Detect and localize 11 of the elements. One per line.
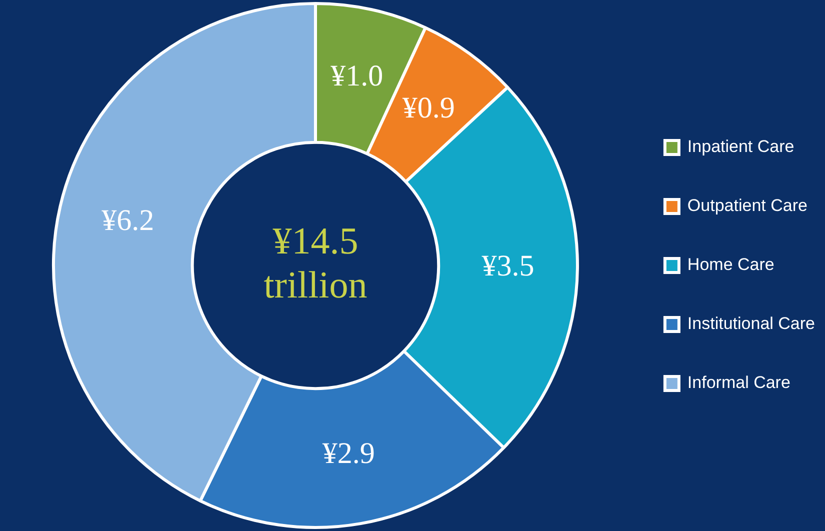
legend-label: Informal Care	[687, 373, 790, 392]
text: ¥14.5 trillion	[264, 220, 368, 306]
data-label: ¥6.2	[102, 204, 154, 237]
legend-label: Outpatient Care	[687, 196, 808, 216]
legend-label: Institutional Care	[687, 314, 816, 334]
legend-label: Inpatient Care	[687, 137, 794, 156]
data-label: ¥3.5	[482, 249, 534, 282]
data-label: ¥1.0	[330, 59, 384, 92]
data-label: ¥2.9	[322, 437, 375, 470]
legend-label: Home Care	[687, 255, 774, 274]
data-label: ¥0.9	[402, 92, 455, 125]
